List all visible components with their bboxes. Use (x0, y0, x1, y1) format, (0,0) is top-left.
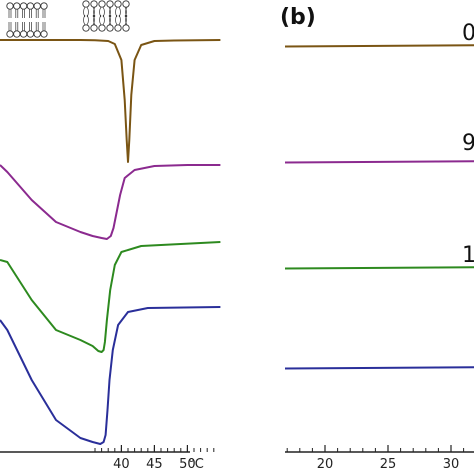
lipid-tail (102, 14, 105, 26)
series-line-a-4 (0, 306, 221, 445)
lipid-head (6, 30, 14, 38)
lipid-head (33, 2, 41, 10)
lipid-head (26, 2, 35, 10)
lipid-head (13, 2, 21, 10)
tick-label-a: 40 (113, 457, 130, 472)
panel-a: 40 45 50°C (0, 0, 221, 472)
series-line-a-2 (0, 164, 221, 240)
lipid-fluid-icon (82, 0, 130, 32)
lipid-tail (118, 14, 121, 26)
x-axis-b: 20 25 30 (285, 445, 474, 472)
series-label-b: 0 (462, 21, 474, 46)
lipid-tail (92, 14, 95, 26)
lipid-tail (124, 14, 127, 26)
lipid-head (40, 2, 48, 10)
lipid-tail (115, 14, 118, 26)
lipid-head (82, 24, 90, 32)
lipid-head (98, 0, 106, 8)
lipid-head (33, 30, 41, 38)
lipid-tail (125, 14, 128, 26)
series-line-a-1 (0, 39, 221, 163)
series-label-b: 1 (462, 243, 474, 268)
x-unit-label-a: °C (188, 457, 204, 472)
lipid-head (90, 24, 98, 32)
lipid-head (6, 2, 14, 10)
lipid-head (82, 0, 90, 8)
series-label-b: 9 (462, 131, 474, 156)
lipid-head (114, 0, 122, 8)
lipid-head (40, 30, 48, 38)
panel-label-b: (b) (280, 5, 316, 30)
panel-b: (b) 0 9 1 20 25 30 (280, 5, 474, 472)
tick-label-a: 50 (179, 457, 196, 472)
lipid-head (106, 24, 114, 32)
lipid-gel-icon (6, 2, 48, 38)
x-axis-a: 40 45 50°C (0, 445, 215, 472)
lipid-head (98, 24, 106, 32)
lipid-head (90, 0, 98, 8)
lipid-tail (99, 14, 102, 26)
lipid-head (13, 30, 21, 38)
tick-label-b: 20 (317, 457, 334, 472)
series-line-a-3 (0, 241, 221, 353)
lipid-head (19, 2, 28, 10)
tick-label-a: 45 (146, 457, 163, 472)
tick-label-b: 25 (380, 457, 397, 472)
series-line-b-2 (284, 160, 474, 164)
lipid-head (106, 0, 114, 8)
lipid-head (114, 24, 122, 32)
lipid-tail (86, 14, 89, 26)
tick-label-b: 30 (443, 457, 460, 472)
lipid-head (19, 30, 28, 38)
lipid-tail (83, 14, 86, 26)
lipid-tail (93, 14, 96, 26)
lipid-tail (108, 14, 111, 26)
lipid-head (26, 30, 35, 38)
lipid-head (122, 0, 130, 8)
lipid-tail (109, 14, 112, 26)
series-line-b-3 (284, 266, 474, 270)
lipid-head (122, 24, 130, 32)
series-line-b-4 (284, 366, 474, 370)
series-line-b-1 (284, 44, 474, 48)
